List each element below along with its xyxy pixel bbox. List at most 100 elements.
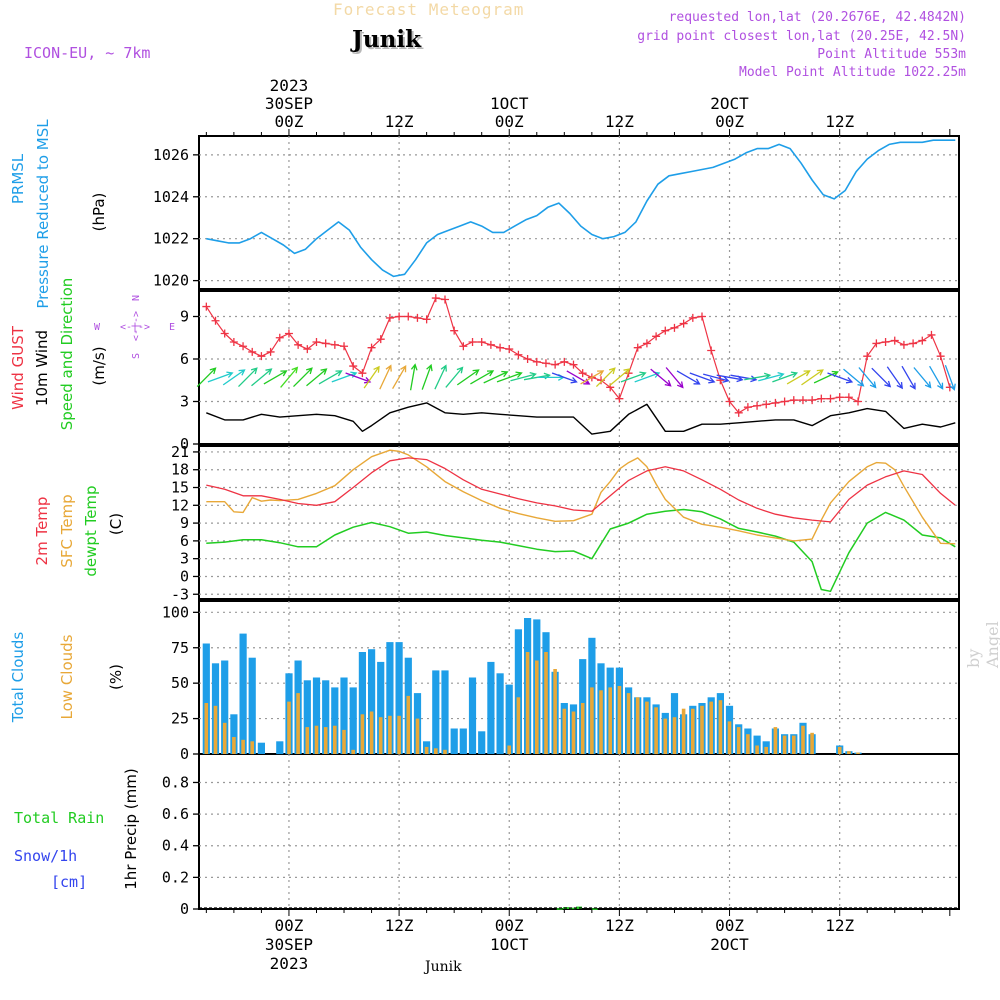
wind-gust-marker [688, 313, 697, 322]
wind-gust-marker [633, 343, 642, 352]
wind-gust-marker [514, 350, 523, 359]
wind-gust-marker [881, 338, 890, 346]
y-tick-label: 1024 [153, 188, 189, 206]
wind-gust-marker [486, 340, 495, 349]
low-cloud-bar [424, 746, 429, 754]
wind-direction-arrow [238, 367, 258, 388]
pressure-msl-side-label: Pressure Reduced to MSL [34, 119, 52, 309]
low-cloud-bar [434, 748, 438, 754]
wind-gust-marker [395, 312, 404, 321]
low-cloud-bar [608, 687, 612, 754]
wind-direction-arrow [470, 370, 495, 385]
grid-lines [199, 136, 959, 909]
wind-direction-arrow [207, 371, 234, 383]
wind-direction-arrow [595, 367, 616, 388]
low-cloud-bar [287, 701, 291, 754]
wind-gust-marker [321, 339, 330, 348]
wind-gust-marker [835, 393, 844, 402]
low-cloud-bar [764, 746, 768, 754]
wind-gust-marker [569, 360, 578, 369]
wind-direction-arrow [913, 367, 932, 389]
model-point-altitude: Model Point Altitude 1022.25m [739, 65, 966, 80]
y-tick-label: 0 [180, 567, 189, 585]
wind-gust-marker [817, 394, 826, 403]
low-cloud-bar [645, 701, 649, 754]
temp-unit-label: (C) [107, 513, 125, 535]
wind-gust-marker [477, 338, 486, 346]
top-time-label: 12Z [605, 112, 634, 131]
y-tick-label: 1020 [153, 272, 189, 290]
low-cloud-bar [535, 660, 539, 754]
low-cloud-bar [709, 701, 713, 754]
wind-gust-marker [551, 360, 560, 369]
low-cloud-bar [681, 708, 686, 754]
wind-gust-marker [670, 323, 679, 332]
low-cloud-bar [792, 735, 796, 754]
bottom-time-label: 1OCT [490, 935, 529, 954]
wind-direction-arrow [280, 366, 299, 388]
top-time-label: 00Z [495, 112, 524, 131]
total-cloud-bar [395, 642, 403, 754]
wind-gust-marker [743, 403, 752, 412]
wind-direction-arrow [703, 373, 730, 383]
footer-station: Junik [425, 959, 462, 975]
bottom-time-label: 2023 [270, 954, 309, 973]
wind-gust-marker [468, 338, 477, 346]
wind-direction-arrow [434, 364, 447, 390]
wind-gust-marker [716, 376, 725, 385]
bottom-time-label: 00Z [715, 916, 744, 935]
wind-gust-marker [431, 294, 440, 303]
wind-direction-arrow [551, 372, 578, 384]
total-cloud-bar [514, 629, 522, 754]
low-cloud-bar [333, 725, 337, 754]
wind-direction-arrow [421, 363, 433, 390]
snow-unit-label: [cm] [51, 873, 87, 891]
low-cloud-bar [314, 725, 319, 754]
wind-gust-marker [312, 338, 321, 346]
wind-gust-marker [863, 352, 872, 361]
total-cloud-bar [450, 728, 458, 754]
wind-direction-arrow [744, 372, 772, 381]
low-cloud-bar [397, 715, 401, 755]
wind-gust-marker [661, 326, 670, 335]
temp-2m-line [206, 457, 956, 523]
low-cloud-bar [525, 652, 530, 754]
wind-gust-marker [330, 340, 339, 349]
low-cloud-bar [443, 749, 447, 755]
temp-2m-side-label: 2m Temp [33, 497, 51, 566]
wind-gust-marker [284, 329, 293, 338]
wind-gust-marker [275, 333, 284, 342]
y-tick-label: 15 [171, 479, 189, 497]
low-cloud-bar [727, 721, 732, 754]
wind-gust-marker [771, 398, 780, 407]
wind-gust-marker [707, 346, 716, 355]
wind-direction-arrow [222, 369, 246, 386]
wind-gust-marker [413, 313, 422, 322]
requested-location: requested lon,lat (20.2676E, 42.4842N) [668, 10, 966, 25]
wind-direction-arrow [318, 370, 343, 385]
top-time-label: 12Z [825, 112, 854, 131]
y-tick-label: 0.8 [162, 773, 189, 791]
pressure-line [206, 139, 956, 278]
bottom-time-label: 2OCT [710, 935, 749, 954]
wind-direction-arrow [620, 371, 647, 383]
wind-unit-label: (m/s) [90, 346, 108, 385]
wind-direction-arrow [944, 364, 956, 391]
bottom-time-label: 00Z [495, 916, 524, 935]
wind-direction-arrow [196, 367, 217, 388]
y-tick-label: 6 [180, 532, 189, 550]
low-cloud-bar [580, 703, 585, 754]
wind-gust-marker [532, 357, 541, 366]
y-tick-label: 0.2 [162, 868, 189, 886]
wind-gust-marker [734, 408, 743, 417]
wind-gust-marker [762, 400, 771, 409]
wind-gust-marker [679, 319, 688, 328]
rain-bar [556, 908, 563, 910]
y-tick-label: 3 [180, 550, 189, 568]
rain-legend-label: Total Rain [14, 809, 104, 827]
low-cloud-bar [773, 727, 778, 754]
total-cloud-bar [331, 687, 339, 754]
compass-vertical-arrow: <-|-> [131, 311, 142, 341]
wind-gust-marker [798, 396, 807, 405]
